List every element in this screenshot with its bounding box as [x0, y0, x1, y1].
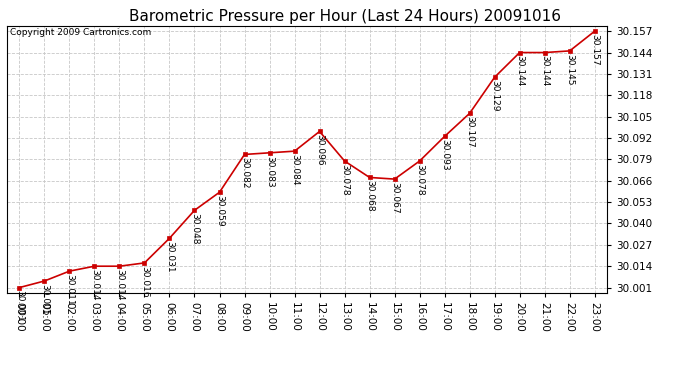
Text: 30.096: 30.096: [315, 134, 324, 166]
Text: 30.157: 30.157: [590, 34, 599, 66]
Text: 30.144: 30.144: [540, 56, 549, 87]
Text: 30.078: 30.078: [415, 164, 424, 195]
Text: 30.068: 30.068: [365, 180, 374, 212]
Text: 30.129: 30.129: [490, 80, 499, 111]
Text: 30.078: 30.078: [340, 164, 349, 195]
Text: Barometric Pressure per Hour (Last 24 Hours) 20091016: Barometric Pressure per Hour (Last 24 Ho…: [129, 9, 561, 24]
Text: 30.093: 30.093: [440, 139, 449, 171]
Text: 30.067: 30.067: [390, 182, 399, 213]
Text: 30.059: 30.059: [215, 195, 224, 226]
Text: 30.011: 30.011: [65, 274, 74, 306]
Text: 30.107: 30.107: [465, 116, 474, 148]
Text: 30.083: 30.083: [265, 156, 274, 187]
Text: 30.084: 30.084: [290, 154, 299, 185]
Text: 30.144: 30.144: [515, 56, 524, 87]
Text: 30.082: 30.082: [240, 157, 249, 189]
Text: 30.016: 30.016: [140, 266, 149, 297]
Text: 30.145: 30.145: [565, 54, 574, 85]
Text: 30.014: 30.014: [90, 269, 99, 300]
Text: 30.005: 30.005: [40, 284, 49, 315]
Text: 30.001: 30.001: [15, 290, 24, 322]
Text: Copyright 2009 Cartronics.com: Copyright 2009 Cartronics.com: [10, 28, 151, 37]
Text: 30.014: 30.014: [115, 269, 124, 300]
Text: 30.048: 30.048: [190, 213, 199, 244]
Text: 30.031: 30.031: [165, 241, 174, 273]
